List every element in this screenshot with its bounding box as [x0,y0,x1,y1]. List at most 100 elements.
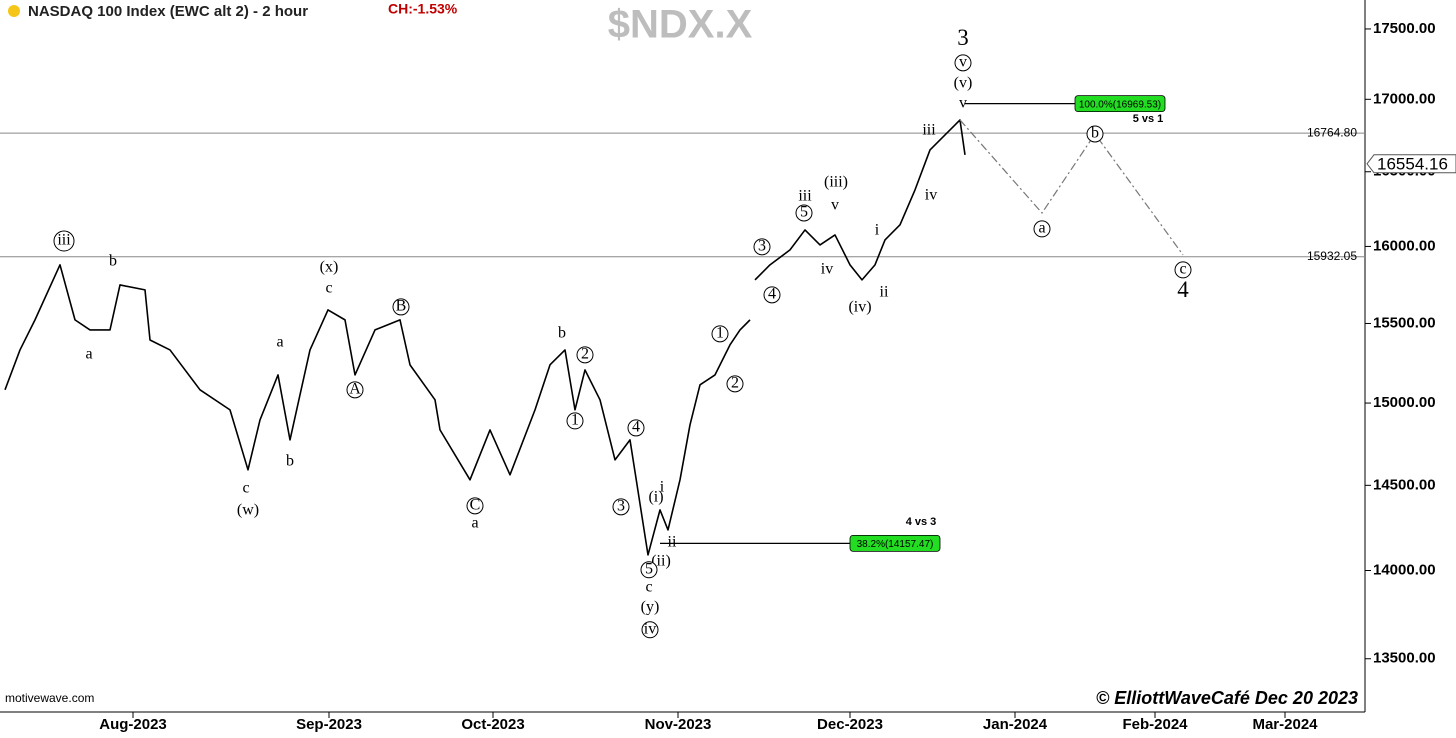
wave-label: (w) [237,502,259,519]
wave-label: iv [821,261,833,278]
wave-label: (iii) [824,174,848,191]
wave-circle [466,497,484,515]
wave-label: 5 [645,560,653,577]
wave-label: C [470,497,481,514]
wave-label: b [109,253,117,270]
wave-label: i [875,222,880,239]
wave-label: B [396,298,407,315]
wave-label: 4 [1177,277,1189,302]
x-tick-label: Dec-2023 [817,716,883,733]
change: CH:-1.53% [388,1,458,17]
wave-label: 4 [768,286,776,303]
wave-label: (y) [641,599,660,616]
wave-label: v [831,197,839,214]
wave-circle [1033,220,1051,238]
wave-label: (i) [648,489,663,506]
source: motivewave.com [5,691,94,705]
wave-label: c [645,579,652,596]
y-tick-label: 14500.00 [1373,476,1436,493]
y-tick-label: 17000.00 [1373,90,1436,107]
y-tick-label: 17500.00 [1373,20,1436,37]
wave-label: a [471,515,478,532]
wave-label: c [242,480,249,497]
wave-circle [346,381,364,399]
wave-circle [392,298,410,316]
wave-circle [1174,261,1192,279]
x-tick-label: Feb-2024 [1122,716,1188,733]
price-line [4,119,966,556]
wave-label: v [959,95,967,112]
x-tick-label: Jan-2024 [983,716,1048,733]
wave-circle [954,54,972,72]
wave-circle [1086,125,1104,143]
wave-label: c [325,280,332,297]
wave-label: b [558,325,566,342]
wave-circle [627,419,645,437]
wave-circle [763,286,781,304]
last-price-pointer [1366,154,1456,174]
wave-circle [795,204,813,222]
wave-label: (iv) [848,299,871,316]
x-tick-label: Sep-2023 [296,716,362,733]
wave-label: iv [644,620,656,637]
target-label: 100.0%(16969.53) [1079,99,1161,110]
wave-label: 5 [800,204,808,221]
wave-label: iv [925,187,937,204]
y-tick-label: 13500.00 [1373,650,1436,667]
wave-circle [566,412,584,430]
wave-label: a [85,346,92,363]
wave-label: 3 [758,238,766,255]
wave-label: a [1038,220,1045,237]
wave-label: 2 [731,375,739,392]
x-tick-label: Nov-2023 [645,716,712,733]
wave-label: (v) [954,75,973,92]
target-box [849,534,941,552]
x-tick-label: Oct-2023 [461,716,524,733]
chart-title: NASDAQ 100 Index (EWC alt 2) - 2 hour [28,3,308,20]
y-tick-label: 14000.00 [1373,561,1436,578]
wave-label: 1 [716,325,724,342]
wave-label: c [1179,261,1186,278]
wave-label: A [349,380,361,397]
level-label: 16764.80 [1307,125,1357,139]
wave-label: v [959,54,967,71]
y-tick-label: 15000.00 [1373,394,1436,411]
wave-label: 1 [571,412,579,429]
wave-circle [711,325,729,343]
wave-label: b [1091,125,1099,142]
status-dot [8,5,20,17]
wave-label: 4 vs 3 [906,516,937,528]
projection-line [959,119,1184,256]
credit: © ElliottWaveCafé Dec 20 2023 [1096,688,1358,708]
target-label: 38.2%(14157.47) [857,539,934,550]
wave-label: 2 [581,346,589,363]
wave-label: 3 [957,25,969,50]
wave-label: iii [922,122,936,139]
wave-label: ii [668,534,677,551]
level-label: 15932.05 [1307,249,1357,263]
wave-label: 5 vs 1 [1133,113,1164,125]
wave-circle [726,375,744,393]
wave-label: b [286,453,294,470]
x-tick-label: Mar-2024 [1252,716,1318,733]
y-tick-label: 15500.00 [1373,314,1436,331]
wave-circle [612,498,630,516]
wave-label: iii [57,232,71,249]
wave-label: 3 [617,498,625,515]
wave-label: iii [798,188,812,205]
x-tick-label: Aug-2023 [99,716,167,733]
wave-circle [641,621,659,639]
wave-label: ii [880,284,889,301]
y-tick-label: 16000.00 [1373,237,1436,254]
target-box [1074,95,1166,113]
symbol-watermark: $NDX.X [608,3,753,47]
wave-label: a [276,334,283,351]
wave-circle [576,346,594,364]
wave-label: i [660,479,665,496]
last-price-label: 16554.16 [1377,154,1448,173]
wave-circle [53,230,75,252]
wave-label: (x) [320,259,339,276]
wave-circle [640,561,658,579]
